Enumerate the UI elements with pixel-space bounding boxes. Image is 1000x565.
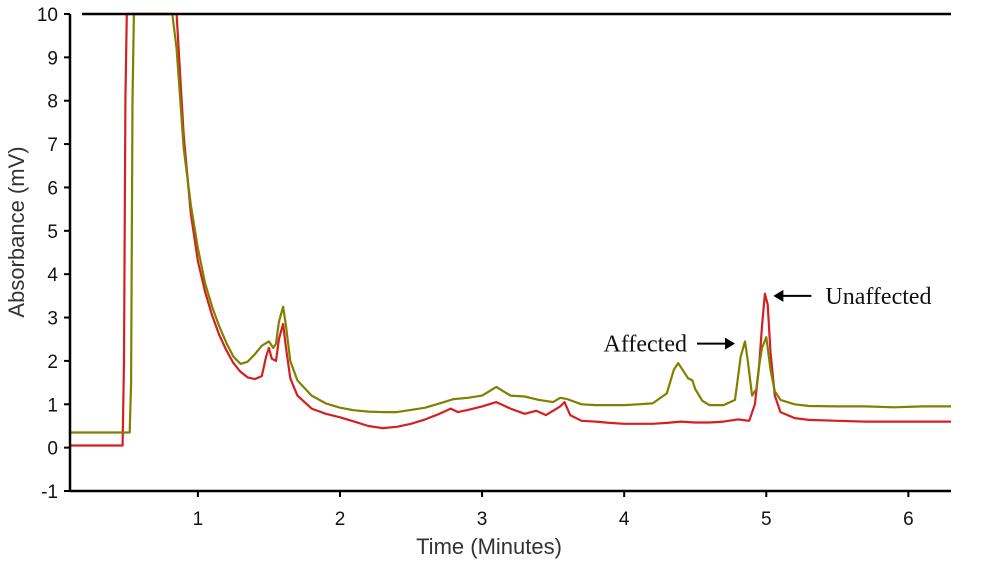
y-tick-label: 4 [47, 265, 58, 286]
y-tick-label: 8 [47, 92, 58, 113]
series-layer [70, 12, 951, 447]
y-tick-label: 2 [47, 352, 58, 373]
x-tick-label: 5 [761, 509, 772, 530]
y-tick-label: 3 [47, 309, 58, 330]
y-tick-label: 5 [47, 222, 58, 243]
y-tick-label: 0 [47, 439, 58, 460]
annotation-2: Unaffected [773, 284, 932, 310]
annotations-layer: Affected Unaffected [603, 284, 931, 358]
arrow-head [773, 289, 784, 302]
annotation-1: Affected [603, 332, 736, 358]
arrow-head [725, 337, 736, 350]
annotation-label: Affected [603, 332, 687, 358]
y-axis-title: Absorbance (mV) [4, 146, 29, 317]
y-tick-label: -1 [41, 482, 58, 503]
y-tick-label: 1 [47, 395, 58, 416]
axes-layer [68, 12, 951, 493]
annotation-label: Unaffected [825, 284, 931, 310]
y-tick-label: 7 [47, 135, 58, 156]
series-line-2 [70, 12, 951, 434]
y-tick-label: 10 [37, 5, 58, 26]
series-line-1 [70, 12, 951, 447]
x-tick-label: 2 [335, 509, 346, 530]
y-tick-label: 9 [47, 48, 58, 69]
x-tick-label: 4 [619, 509, 630, 530]
x-axis-title: Time (Minutes) [416, 534, 562, 559]
x-tick-label: 1 [193, 509, 204, 530]
x-tick-label: 6 [903, 509, 914, 530]
ticks-layer: -1 0 1 2 3 4 5 6 7 8 9 10 1 2 3 4 5 6 [37, 5, 914, 530]
x-tick-label: 3 [477, 509, 488, 530]
y-tick-label: 6 [47, 178, 58, 199]
